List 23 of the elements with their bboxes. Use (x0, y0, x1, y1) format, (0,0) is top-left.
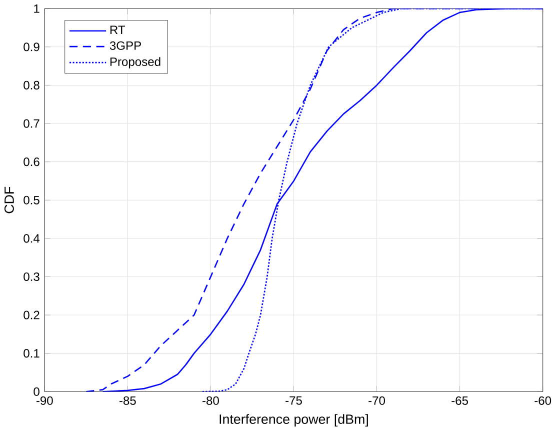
y-tick-label: 0.4 (24, 234, 40, 243)
x-tick-label: -80 (202, 396, 219, 405)
x-tick-label: -70 (368, 396, 385, 405)
y-tick-label: 0.9 (24, 42, 40, 52)
x-tick-label: -90 (36, 396, 53, 405)
y-tick-label: 0.2 (24, 310, 40, 320)
y-tick-label: 0.5 (24, 196, 40, 204)
legend-label: Proposed (110, 57, 160, 68)
legend-label: RT (110, 26, 125, 34)
y-tick-label: 0.6 (24, 158, 40, 166)
x-axis-title: Interference power [dBm] (220, 414, 368, 427)
legend-label: 3GPP (110, 41, 141, 50)
y-tick-label: 0.7 (24, 119, 40, 128)
y-tick-label: 0.8 (24, 80, 40, 90)
y-axis-title: CDF (4, 186, 14, 214)
x-tick-label: -75 (286, 396, 302, 405)
y-tick-label: 0 (34, 387, 40, 396)
x-tick-label: -60 (534, 396, 552, 405)
x-tick-label: -65 (452, 396, 468, 405)
x-tick-label: -85 (120, 396, 136, 405)
y-tick-label: 0.1 (24, 349, 40, 358)
y-tick-label: 0.3 (24, 272, 40, 281)
y-tick-label: 1 (34, 4, 40, 13)
